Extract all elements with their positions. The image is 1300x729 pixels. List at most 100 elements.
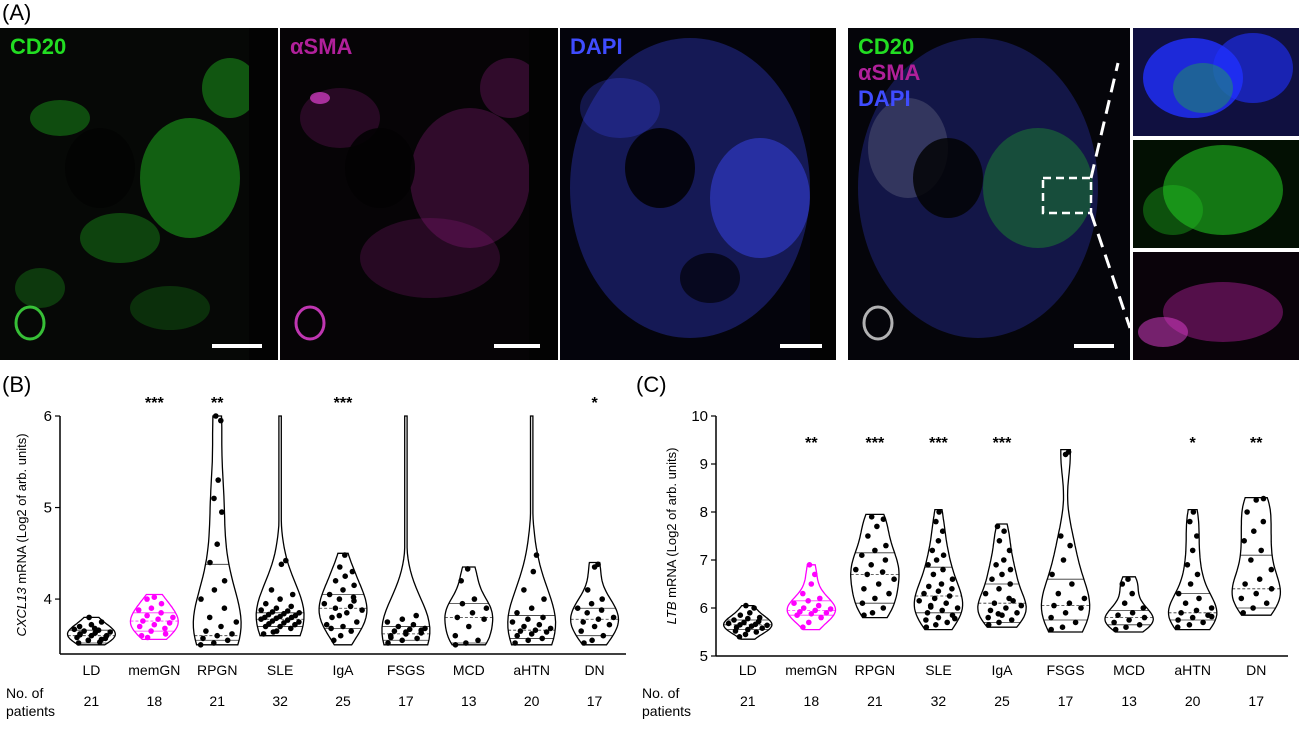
data-point (342, 552, 348, 558)
data-point (102, 635, 109, 642)
data-point (996, 586, 1002, 592)
y-tick-label: 4 (44, 591, 52, 608)
data-point (539, 635, 545, 642)
data-point (1175, 590, 1182, 597)
x-tick-label: FSGS (387, 662, 425, 678)
data-point (452, 642, 459, 648)
data-point (88, 621, 95, 628)
data-point (859, 600, 866, 606)
data-point (288, 625, 294, 632)
data-point (1115, 612, 1121, 618)
violin-outline (913, 508, 964, 631)
data-point (599, 596, 605, 602)
significance-marker: ** (211, 395, 224, 412)
y-tick-label: 5 (44, 500, 52, 517)
data-point (403, 629, 409, 635)
data-point (861, 586, 867, 592)
patient-count: 13 (461, 693, 477, 709)
data-point (1111, 619, 1117, 626)
data-point (323, 621, 330, 628)
data-point (1175, 617, 1181, 623)
chart-c: 5 6 7 8 9 10 LTB mRNA (Log2 of arb. units) LD 21… (636, 360, 1300, 724)
x-tick-label: FSGS (1046, 662, 1084, 678)
data-point (471, 596, 478, 602)
data-point (764, 622, 770, 629)
data-point (952, 615, 958, 622)
data-point (954, 605, 961, 611)
panel-label-c: (C) (636, 372, 667, 397)
data-point (921, 590, 927, 597)
data-point (81, 628, 87, 634)
data-point (946, 593, 953, 599)
data-point (351, 598, 357, 604)
data-point (1007, 581, 1013, 587)
micrograph-dapi: DAPI (560, 28, 836, 360)
data-point (97, 639, 103, 645)
data-point (875, 581, 882, 587)
data-point (1065, 449, 1072, 455)
data-point (999, 571, 1005, 578)
data-point (1174, 624, 1181, 630)
data-point (525, 616, 531, 622)
data-point (213, 413, 219, 419)
data-point (158, 610, 164, 616)
significance-marker: ** (805, 435, 818, 452)
violin-outline (850, 513, 900, 619)
data-point (823, 610, 830, 616)
data-point (206, 614, 213, 621)
data-point (938, 581, 945, 587)
patient-count: 25 (335, 693, 351, 709)
data-point (452, 632, 459, 639)
data-point (926, 583, 932, 590)
data-point (1193, 607, 1200, 614)
data-point (1129, 610, 1136, 616)
data-point (1059, 624, 1066, 630)
data-point (1136, 622, 1143, 628)
data-point (817, 595, 823, 602)
data-point (944, 619, 950, 626)
data-point (1258, 547, 1264, 554)
patient-count: 17 (1058, 693, 1074, 709)
data-point (1066, 600, 1073, 606)
data-point (351, 582, 357, 589)
data-point (233, 619, 240, 625)
zoom-region-box (1041, 176, 1093, 215)
data-point (288, 603, 295, 610)
inset-merge-zoom (1133, 28, 1299, 136)
data-point (525, 637, 531, 644)
data-point (265, 611, 272, 618)
data-point (595, 616, 602, 622)
data-point (277, 596, 283, 602)
violin-outline (1167, 508, 1218, 631)
data-point (347, 603, 354, 610)
data-point (138, 632, 145, 639)
data-point (410, 621, 417, 628)
data-point (812, 607, 818, 614)
data-point (541, 596, 547, 602)
data-point (332, 605, 339, 611)
data-point (736, 634, 743, 640)
data-point (589, 637, 595, 644)
data-point (158, 600, 165, 607)
data-point (924, 610, 931, 616)
data-point (949, 576, 956, 582)
data-point (869, 610, 876, 616)
data-point (399, 616, 406, 622)
patient-count: 20 (1185, 693, 1201, 709)
data-point (595, 561, 601, 568)
patients-label-line1: No. of (642, 685, 679, 701)
inset-cd20-zoom (1133, 140, 1299, 248)
data-point (1244, 509, 1250, 515)
data-point (221, 605, 228, 611)
inset-asma-zoom (1133, 252, 1299, 360)
data-point (144, 612, 150, 619)
data-point (797, 609, 803, 615)
data-point (198, 596, 204, 602)
significance-marker: ** (1250, 435, 1263, 452)
scale-bar (212, 344, 262, 348)
data-point (987, 607, 994, 614)
data-point (1048, 626, 1054, 633)
data-point (880, 516, 887, 522)
data-point (354, 619, 360, 625)
data-point (805, 598, 811, 604)
